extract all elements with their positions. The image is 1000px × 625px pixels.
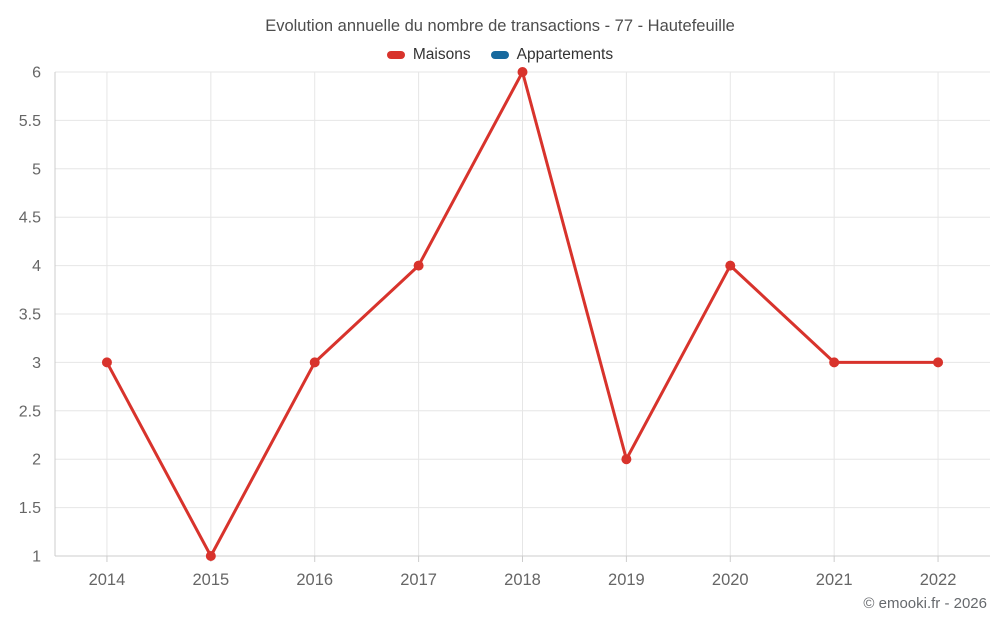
x-axis-label: 2022 xyxy=(920,571,957,589)
y-axis-label: 6 xyxy=(32,65,41,82)
legend-item-maisons[interactable]: Maisons xyxy=(386,46,471,64)
x-axis-label: 2021 xyxy=(816,571,853,589)
point-maisons-2018[interactable] xyxy=(517,67,528,77)
point-maisons-2021[interactable] xyxy=(829,357,840,368)
x-axis-label: 2017 xyxy=(400,571,437,589)
x-axis-label: 2019 xyxy=(608,571,645,589)
legend-label-maisons: Maisons xyxy=(412,46,471,63)
point-maisons-2020[interactable] xyxy=(725,260,736,271)
y-axis-label: 5.5 xyxy=(19,113,41,130)
credits: © emooki.fr - 2026 xyxy=(863,595,987,612)
legend-item-appartements[interactable]: Appartements xyxy=(490,46,614,64)
y-axis-label: 3 xyxy=(32,355,41,372)
point-maisons-2016[interactable] xyxy=(309,357,320,368)
legend-marker-maisons-icon xyxy=(386,51,405,59)
legend-marker-appartements-icon xyxy=(490,51,509,59)
point-maisons-2017[interactable] xyxy=(413,260,424,271)
point-maisons-2014[interactable] xyxy=(101,357,112,368)
y-axis-label: 1.5 xyxy=(19,500,41,517)
y-axis-label: 2.5 xyxy=(19,403,41,420)
x-axis-label: 2014 xyxy=(89,571,126,589)
y-axis-label: 4 xyxy=(32,258,41,275)
y-axis-label: 2 xyxy=(32,452,41,469)
point-maisons-2015[interactable] xyxy=(205,551,216,561)
legend: Maisons Appartements xyxy=(0,46,1000,64)
point-maisons-2019[interactable] xyxy=(621,454,632,465)
y-axis-label: 3.5 xyxy=(19,307,41,324)
chart-title: Evolution annuelle du nombre de transact… xyxy=(265,17,735,35)
x-axis-label: 2020 xyxy=(712,571,749,589)
x-axis-label: 2016 xyxy=(296,571,333,589)
y-axis-label: 5 xyxy=(32,161,41,178)
x-axis-label: 2015 xyxy=(192,571,229,589)
point-maisons-2022[interactable] xyxy=(933,357,944,368)
x-axis-label: 2018 xyxy=(504,571,541,589)
y-axis-label: 4.5 xyxy=(19,210,41,227)
y-axis-label: 1 xyxy=(32,549,41,566)
legend-label-appartements: Appartements xyxy=(516,46,614,63)
